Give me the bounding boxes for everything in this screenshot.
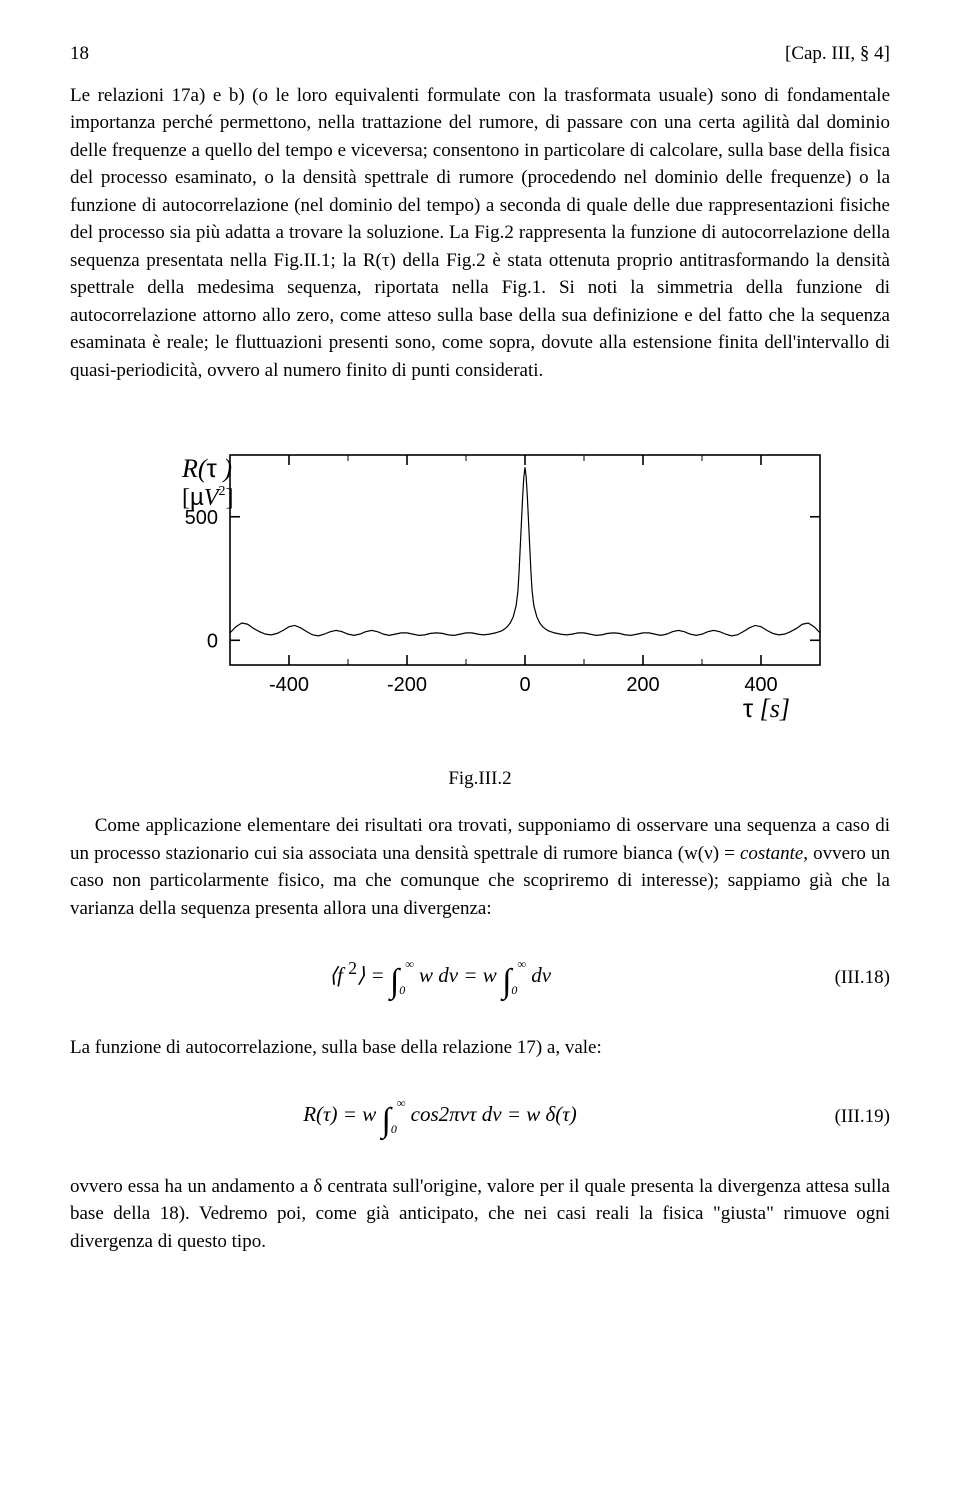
svg-text:[µV2]: [µV2]	[182, 484, 234, 511]
chart-svg: -400-20002004000500R(τ )[µV2]τ [s]	[110, 435, 850, 735]
equation-19: R(τ) = w ∫0∞ cos2πντ dν = w δ(τ) (III.19…	[70, 1095, 890, 1138]
page: 18 [Cap. III, § 4] Le relazioni 17a) e b…	[0, 0, 960, 1333]
equation-19-body: R(τ) = w ∫0∞ cos2πντ dν = w δ(τ)	[70, 1095, 810, 1138]
paragraph-2: Come applicazione elementare dei risulta…	[70, 812, 890, 922]
autocorrelation-chart: -400-20002004000500R(τ )[µV2]τ [s]	[110, 435, 850, 735]
para2-costante: costante	[740, 843, 803, 864]
svg-text:R(τ ): R(τ )	[181, 453, 232, 483]
paragraph-3: La funzione di autocorrelazione, sulla b…	[70, 1034, 890, 1062]
svg-text:200: 200	[626, 674, 659, 696]
equation-18-number: (III.18)	[810, 964, 890, 992]
page-number: 18	[70, 40, 89, 68]
svg-text:0: 0	[207, 630, 218, 652]
chapter-reference: [Cap. III, § 4]	[785, 40, 890, 68]
equation-18-body: ⟨f 2⟩ = ∫0∞ w dν = w ∫0∞ dν	[70, 956, 810, 999]
paragraph-1: Le relazioni 17a) e b) (o le loro equiva…	[70, 82, 890, 385]
svg-text:τ [s]: τ [s]	[743, 693, 790, 723]
svg-text:0: 0	[519, 674, 530, 696]
equation-18: ⟨f 2⟩ = ∫0∞ w dν = w ∫0∞ dν (III.18)	[70, 956, 890, 999]
paragraph-4: ovvero essa ha un andamento a δ centrata…	[70, 1173, 890, 1256]
svg-text:-400: -400	[269, 674, 309, 696]
equation-19-number: (III.19)	[810, 1103, 890, 1131]
figure-caption: Fig.III.2	[70, 765, 890, 793]
page-header: 18 [Cap. III, § 4]	[70, 40, 890, 68]
svg-text:-200: -200	[387, 674, 427, 696]
